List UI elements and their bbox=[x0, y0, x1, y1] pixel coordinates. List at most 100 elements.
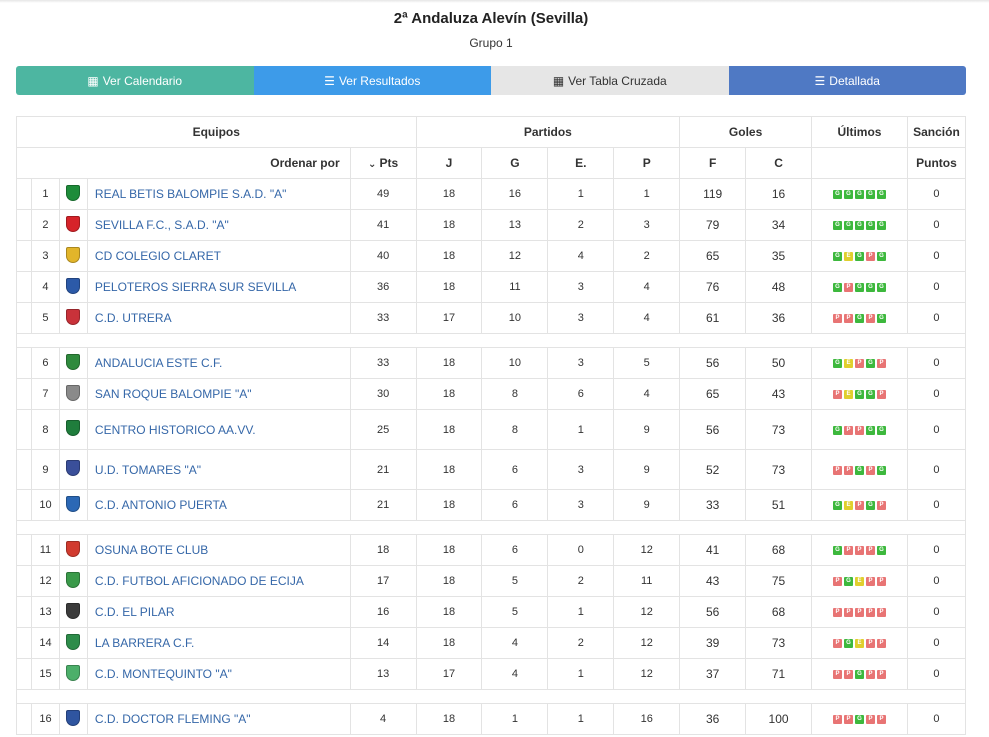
ordenar-por-label: Ordenar por bbox=[16, 147, 351, 179]
sancion-cell: 0 bbox=[906, 627, 967, 659]
result-badge: G bbox=[876, 465, 886, 475]
e-cell: 3 bbox=[547, 489, 615, 521]
separator-cell bbox=[16, 689, 966, 704]
team-name-link[interactable]: C.D. UTRERA bbox=[86, 302, 351, 334]
team-name-link[interactable]: C.D. DOCTOR FLEMING "A" bbox=[86, 703, 351, 735]
result-badge: P bbox=[865, 608, 875, 618]
sancion-cell: 0 bbox=[906, 658, 967, 690]
table-row[interactable]: 2 SEVILLA F.C., S.A.D. "A" 41 18 13 2 3 79 34 G G G… bbox=[16, 209, 967, 241]
team-name-link[interactable]: CENTRO HISTORICO AA.VV. bbox=[86, 409, 351, 450]
position-cell: 14 bbox=[30, 627, 60, 659]
j-cell: 18 bbox=[415, 209, 483, 241]
f-header[interactable]: F bbox=[679, 147, 747, 179]
e-cell: 4 bbox=[547, 240, 615, 272]
position-cell: 8 bbox=[30, 409, 60, 450]
results-button-label: Ver Resultados bbox=[338, 73, 421, 88]
team-badge bbox=[58, 627, 88, 659]
team-name-link[interactable]: ANDALUCIA ESTE C.F. bbox=[86, 347, 351, 379]
team-badge bbox=[58, 658, 88, 690]
table-row[interactable]: 4 PELOTEROS SIERRA SUR SEVILLA 36 18 11 3 4 76 4… bbox=[16, 271, 967, 303]
team-name-link[interactable]: C.D. MONTEQUINTO "A" bbox=[86, 658, 351, 690]
j-cell: 18 bbox=[415, 178, 483, 210]
team-shield-icon bbox=[66, 215, 81, 232]
f-cell: 65 bbox=[679, 378, 747, 410]
table-row[interactable]: 1 REAL BETIS BALOMPIE S.A.D. "A" 49 18 16 1 1 1… bbox=[16, 178, 967, 210]
j-cell: 18 bbox=[415, 240, 483, 272]
team-name-link[interactable]: C.D. ANTONIO PUERTA bbox=[86, 489, 351, 521]
result-badge: G bbox=[843, 577, 853, 587]
team-badge bbox=[58, 347, 88, 379]
table-row[interactable]: 10 C.D. ANTONIO PUERTA 21 18 6 3 9 33 51 G E P G P 0 bbox=[16, 489, 967, 521]
p-header[interactable]: P bbox=[613, 147, 681, 179]
table-row[interactable]: 12 C.D. FUTBOL AFICIONADO DE ECIJA 17 18 5 2 1… bbox=[16, 565, 967, 597]
team-name-link[interactable]: CD COLEGIO CLARET bbox=[86, 240, 351, 272]
team-name-link[interactable]: PELOTEROS SIERRA SUR SEVILLA bbox=[86, 271, 351, 303]
sancion-cell: 0 bbox=[906, 178, 967, 210]
team-shield-icon bbox=[66, 277, 81, 294]
e-cell: 1 bbox=[547, 658, 615, 690]
team-name-link[interactable]: U.D. TOMARES "A" bbox=[86, 449, 351, 490]
detailed-button[interactable]: ☰ Detallada bbox=[728, 66, 966, 95]
team-name-link[interactable]: C.D. FUTBOL AFICIONADO DE ECIJA bbox=[86, 565, 351, 597]
calendar-button-label: Ver Calendario bbox=[102, 73, 183, 88]
result-badge: G bbox=[854, 465, 864, 475]
sancion-header: Sanción bbox=[906, 116, 967, 148]
team-shield-icon bbox=[66, 420, 81, 436]
pts-cell: 17 bbox=[349, 565, 417, 597]
table-row[interactable]: 9 U.D. TOMARES "A" 21 18 6 3 9 52 73 P P G P G 0 bbox=[16, 449, 967, 490]
result-badge: P bbox=[832, 314, 842, 324]
team-name-link[interactable]: SEVILLA F.C., S.A.D. "A" bbox=[86, 209, 351, 241]
table-row[interactable]: 13 C.D. EL PILAR 16 18 5 1 12 56 68 P P P P P 0 bbox=[16, 596, 967, 628]
result-badge: P bbox=[865, 252, 875, 262]
c-cell: 73 bbox=[745, 627, 813, 659]
c-cell: 71 bbox=[745, 658, 813, 690]
table-row[interactable]: 16 C.D. DOCTOR FLEMING "A" 4 18 1 1 16 36 100 P P G… bbox=[16, 703, 967, 735]
j-cell: 18 bbox=[415, 596, 483, 628]
result-badge: G bbox=[854, 390, 864, 400]
team-name-link[interactable]: OSUNA BOTE CLUB bbox=[86, 534, 351, 566]
team-name-link[interactable]: LA BARRERA C.F. bbox=[86, 627, 351, 659]
table-row[interactable]: 8 CENTRO HISTORICO AA.VV. 25 18 8 1 9 56 73 G P P G G… bbox=[16, 409, 967, 450]
table-row[interactable]: 6 ANDALUCIA ESTE C.F. 33 18 10 3 5 56 50 G E P G P 0 bbox=[16, 347, 967, 379]
results-button[interactable]: ☰ Ver Resultados bbox=[253, 66, 491, 95]
calendar-button[interactable]: ▦ Ver Calendario bbox=[16, 66, 254, 95]
row-spacer bbox=[16, 409, 32, 450]
group-separator bbox=[16, 520, 966, 535]
table-row[interactable]: 11 OSUNA BOTE CLUB 18 18 6 0 12 41 68 G P P P G 0 bbox=[16, 534, 967, 566]
pts-sort-header[interactable]: ⌄ Pts bbox=[349, 147, 417, 179]
team-badge bbox=[58, 596, 88, 628]
e-cell: 3 bbox=[547, 302, 615, 334]
team-badge bbox=[58, 209, 88, 241]
result-badge: G bbox=[832, 425, 842, 435]
g-header[interactable]: G bbox=[481, 147, 549, 179]
team-name-link[interactable]: REAL BETIS BALOMPIE S.A.D. "A" bbox=[86, 178, 351, 210]
j-cell: 17 bbox=[415, 302, 483, 334]
p-cell: 3 bbox=[613, 209, 681, 241]
j-header[interactable]: J bbox=[415, 147, 483, 179]
table-row[interactable]: 3 CD COLEGIO CLARET 40 18 12 4 2 65 35 G E G P G 0 bbox=[16, 240, 967, 272]
team-badge bbox=[58, 302, 88, 334]
group-separator bbox=[16, 333, 966, 348]
team-name-link[interactable]: C.D. EL PILAR bbox=[86, 596, 351, 628]
puntos-header[interactable]: Puntos bbox=[906, 147, 967, 179]
c-header[interactable]: C bbox=[745, 147, 813, 179]
sancion-cell: 0 bbox=[906, 347, 967, 379]
result-badge: P bbox=[865, 465, 875, 475]
table-row[interactable]: 14 LA BARRERA C.F. 14 18 4 2 12 39 73 P G E P P 0 bbox=[16, 627, 967, 659]
table-row[interactable]: 7 SAN ROQUE BALOMPIE "A" 30 18 8 6 4 65 43 P E G G P 0 bbox=[16, 378, 967, 410]
cross-table-button[interactable]: ▦ Ver Tabla Cruzada bbox=[491, 66, 729, 95]
j-cell: 18 bbox=[415, 534, 483, 566]
table-row[interactable]: 5 C.D. UTRERA 33 17 10 3 4 61 36 P P G P G 0 bbox=[16, 302, 967, 334]
result-badge: P bbox=[832, 608, 842, 618]
team-name-link[interactable]: SAN ROQUE BALOMPIE "A" bbox=[86, 378, 351, 410]
e-header[interactable]: E. bbox=[547, 147, 615, 179]
table-row[interactable]: 15 C.D. MONTEQUINTO "A" 13 17 4 1 12 37 71 P P G P P 0 bbox=[16, 658, 967, 690]
